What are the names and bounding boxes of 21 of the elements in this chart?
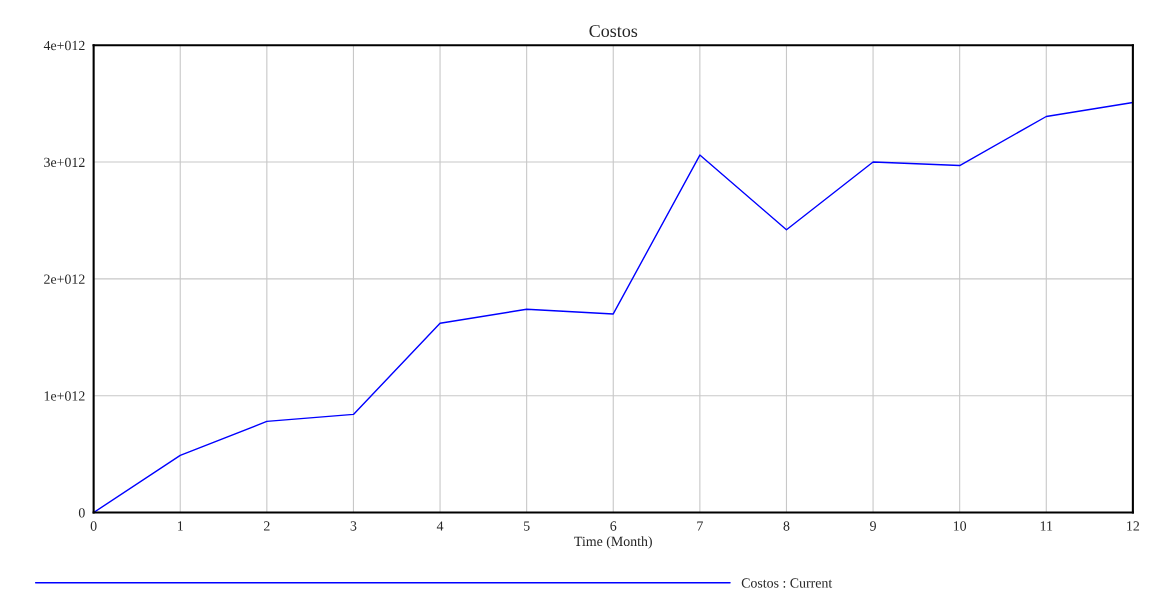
x-axis-title: Time (Month) [574, 536, 652, 549]
y-tick-label: 1e+012 [44, 391, 85, 401]
x-tick-label: 6 [610, 521, 617, 531]
x-tick-label: 11 [1040, 521, 1053, 531]
x-tick-label: 5 [523, 521, 530, 531]
x-tick-label: 12 [1127, 521, 1140, 531]
x-tick-label: 0 [90, 521, 97, 531]
x-tick-label: 7 [697, 521, 703, 531]
x-tick-label: 2 [263, 521, 270, 531]
x-tick-label: 3 [350, 521, 357, 531]
x-tick-label: 1 [177, 521, 183, 531]
x-tick-label: 10 [953, 521, 967, 531]
text: Costos : Current [741, 578, 833, 588]
x-tick-label: 9 [870, 521, 876, 531]
x-tick-label: 8 [783, 521, 790, 531]
x-tick-label: 4 [436, 521, 444, 531]
chart-title: Costos [589, 24, 638, 38]
y-tick-label: 2e+012 [44, 274, 85, 284]
y-tick-label: 4e+012 [43, 40, 85, 51]
y-tick-label: 3e+012 [44, 157, 85, 168]
y-tick-label: 0 [78, 508, 85, 518]
